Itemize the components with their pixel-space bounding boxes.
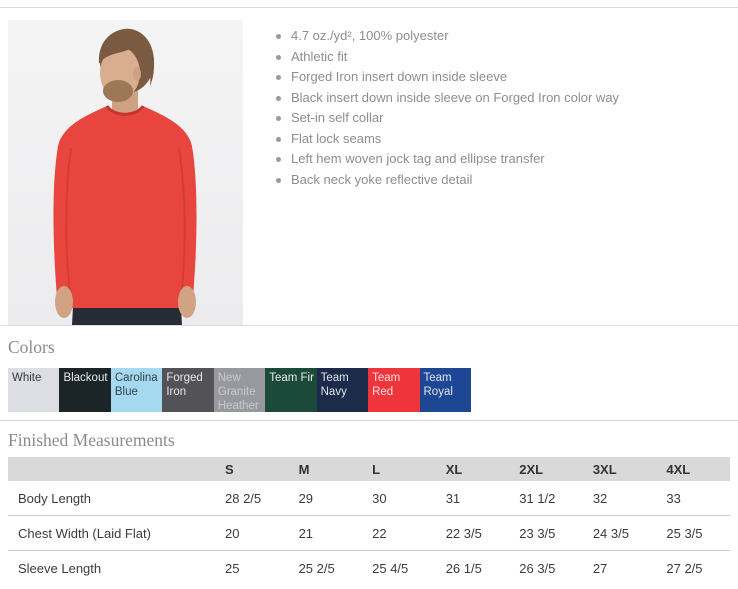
feature-item: Set-in self collar — [272, 108, 619, 129]
color-swatch-forged-iron[interactable]: Forged Iron — [162, 368, 214, 412]
color-swatch-new-granite-heather[interactable]: New Granite Heather — [213, 368, 266, 412]
measurement-value: 30 — [372, 490, 387, 506]
color-swatch-team-fir[interactable]: Team Fir — [265, 368, 317, 412]
column-header-3xl: 3XL — [582, 457, 657, 481]
feature-item: Black insert down inside sleeve on Forge… — [272, 88, 619, 109]
measurement-value: 24 3/5 — [582, 515, 657, 551]
measurement-value: 25 — [215, 550, 289, 585]
model-photo-illustration — [8, 20, 243, 325]
color-swatch-label: Team Royal — [423, 372, 453, 398]
measurement-value: 28 2/5 — [225, 490, 262, 506]
table-row-sleeve-length: Sleeve Length 25 25 2/5 25 4/5 26 1/5 26… — [8, 550, 730, 585]
colors-section-title: Colors — [8, 337, 55, 357]
measurement-value: 31 1/2 — [519, 490, 556, 506]
color-swatch-white[interactable]: White — [8, 368, 60, 412]
measurement-value: 23 3/5 — [509, 515, 583, 551]
color-swatch-label: New Granite Heather — [217, 372, 259, 412]
row-label: Body Length — [18, 490, 92, 506]
measurement-value: 25 3/5 — [656, 515, 730, 551]
column-header-xl: XL — [435, 457, 510, 481]
color-swatch-label: White — [12, 372, 42, 384]
color-swatch-team-red[interactable]: Team Red — [368, 368, 420, 412]
measurement-value: 29 — [298, 490, 314, 506]
measurement-value: 20 — [215, 515, 289, 551]
measurement-value: 31 — [445, 490, 461, 506]
section-divider — [0, 325, 738, 326]
row-label: Chest Width (Laid Flat) — [8, 515, 215, 551]
feature-item: 4.7 oz./yd², 100% polyester — [272, 26, 619, 47]
color-swatch-row: White Blackout Carolina Blue Forged Iron… — [8, 368, 471, 412]
column-header-l: L — [362, 457, 436, 481]
measurement-value: 26 3/5 — [509, 550, 583, 585]
section-divider — [0, 420, 738, 421]
feature-item: Left hem woven jock tag and ellipse tran… — [272, 149, 619, 170]
measurement-value: 22 3/5 — [435, 515, 510, 551]
product-photo[interactable] — [8, 20, 243, 325]
section-divider — [0, 7, 738, 8]
measurement-value: 27 — [582, 550, 657, 585]
feature-item: Back neck yoke reflective detail — [272, 170, 619, 191]
measurement-value: 32 — [592, 490, 608, 506]
color-swatch-label: Team Fir — [269, 372, 314, 384]
column-header-2xl: 2XL — [509, 457, 583, 481]
column-header-4xl: 4XL — [656, 457, 730, 481]
color-swatch-team-navy[interactable]: Team Navy — [316, 368, 369, 412]
color-swatch-blackout[interactable]: Blackout — [59, 368, 111, 412]
color-swatch-label: Carolina Blue — [114, 372, 158, 398]
measurements-header-row: S M L XL 2XL 3XL 4XL — [8, 457, 730, 481]
feature-item: Athletic fit — [272, 47, 619, 68]
table-row-chest-width: Chest Width (Laid Flat) 20 21 22 22 3/5 … — [8, 515, 730, 551]
table-row-body-length: Body Length 28 2/5 29 30 31 31 1/2 32 33 — [8, 481, 730, 516]
column-header-blank — [8, 457, 215, 481]
measurement-value: 22 — [362, 515, 436, 551]
measurement-value: 26 1/5 — [435, 550, 510, 585]
measurements-table: S M L XL 2XL 3XL 4XL Body Length 28 2/5 … — [8, 457, 730, 585]
color-swatch-label: Team Red — [372, 372, 401, 398]
color-swatch-team-royal[interactable]: Team Royal — [419, 368, 471, 412]
column-header-s: S — [215, 457, 289, 481]
measurement-value: 21 — [288, 515, 363, 551]
measurement-value: 33 — [666, 490, 681, 506]
feature-item: Forged Iron insert down inside sleeve — [272, 67, 619, 88]
row-label: Sleeve Length — [8, 550, 215, 585]
measurement-value: 25 2/5 — [288, 550, 363, 585]
product-section: 4.7 oz./yd², 100% polyester Athletic fit… — [8, 20, 730, 325]
measurements-section-title: Finished Measurements — [8, 430, 175, 450]
color-swatch-label: Team Navy — [320, 372, 349, 398]
measurement-value: 25 4/5 — [362, 550, 436, 585]
color-swatch-label: Blackout — [63, 372, 108, 384]
color-swatch-carolina-blue[interactable]: Carolina Blue — [110, 368, 163, 412]
measurement-value: 27 2/5 — [656, 550, 730, 585]
column-header-m: M — [288, 457, 363, 481]
color-swatch-label: Forged Iron — [166, 372, 203, 398]
feature-item: Flat lock seams — [272, 129, 619, 150]
feature-list: 4.7 oz./yd², 100% polyester Athletic fit… — [272, 20, 619, 325]
